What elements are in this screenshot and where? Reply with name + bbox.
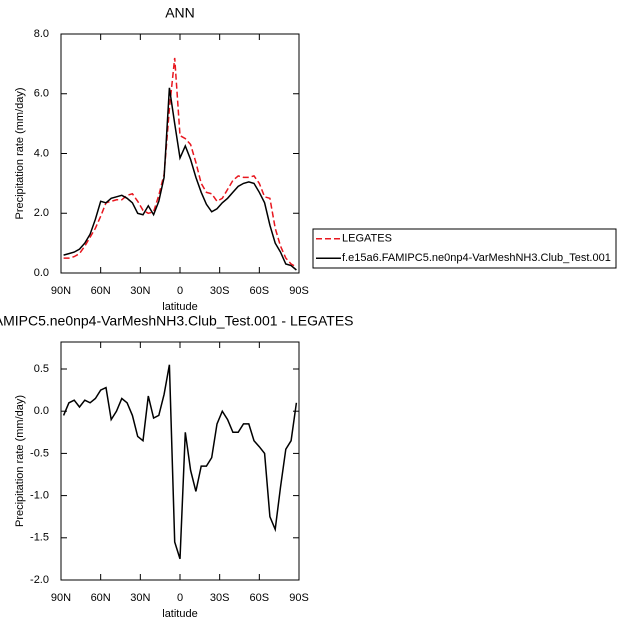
data-line <box>62 364 298 560</box>
y-tick-label: 0.5 <box>34 363 49 375</box>
x-tick-label: 90N <box>51 285 71 297</box>
x-tick-label: 90N <box>51 592 71 604</box>
y-tick-label: 8.0 <box>34 28 49 40</box>
x-tick-label: 60S <box>250 592 270 604</box>
y-axis-label: Precipitation rate (mm/day) <box>14 395 26 527</box>
y-tick-label: 0.0 <box>34 267 49 279</box>
chart-title: a6.FAMIPC5.ne0np4-VarMeshNH3.Club_Test.0… <box>0 313 354 329</box>
x-tick-label: 90S <box>289 592 309 604</box>
y-tick-label: -1.0 <box>30 490 49 502</box>
x-tick-label: 30S <box>210 285 230 297</box>
y-tick-label: 2.0 <box>34 207 49 219</box>
x-tick-label: 60N <box>91 285 111 297</box>
x-tick-label: 90S <box>289 285 309 297</box>
x-tick-label: 0 <box>177 285 183 297</box>
chart-title: ANN <box>165 5 195 21</box>
y-tick-label: 4.0 <box>34 147 49 159</box>
data-line <box>63 57 297 268</box>
x-axis-label: latitude <box>162 608 197 620</box>
y-tick-label: -2.0 <box>30 574 49 586</box>
x-tick-label: 30N <box>130 285 150 297</box>
x-tick-label: 30N <box>130 592 150 604</box>
legend-label: f.e15a6.FAMIPC5.ne0np4-VarMeshNH3.Club_T… <box>342 252 611 264</box>
x-tick-label: 30S <box>210 592 230 604</box>
y-tick-label: -0.5 <box>30 447 49 459</box>
y-tick-label: 6.0 <box>34 88 49 100</box>
x-tick-label: 60N <box>91 592 111 604</box>
x-tick-label: 0 <box>177 592 183 604</box>
data-line <box>63 87 297 271</box>
y-tick-label: -1.5 <box>30 532 49 544</box>
x-axis-label: latitude <box>162 301 197 313</box>
legend-label: LEGATES <box>342 233 392 245</box>
y-axis-label: Precipitation rate (mm/day) <box>14 87 26 219</box>
x-tick-label: 60S <box>250 285 270 297</box>
y-tick-label: 0.0 <box>34 405 49 417</box>
legend-box <box>312 228 617 269</box>
